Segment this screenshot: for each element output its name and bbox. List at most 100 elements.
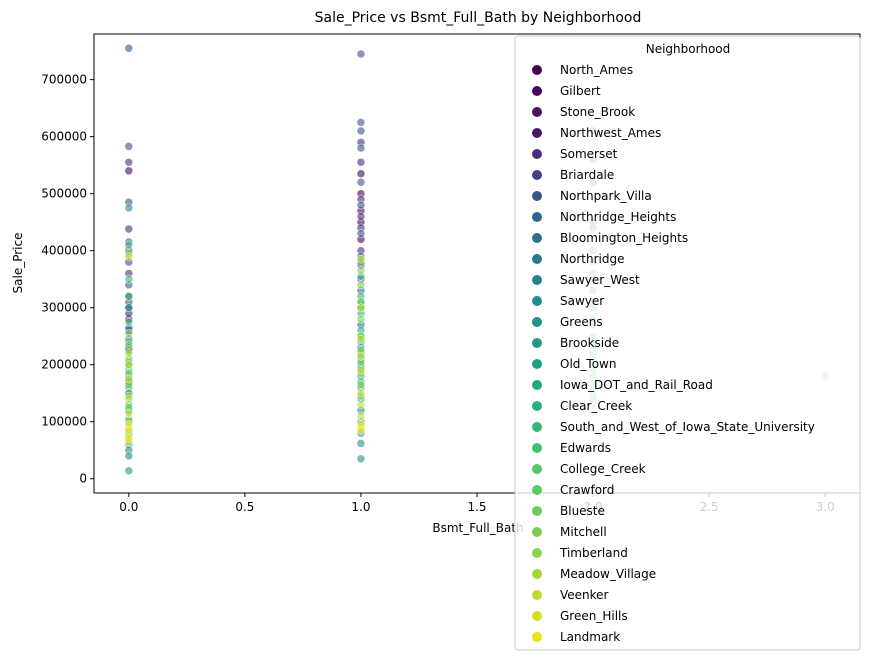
- legend-marker: [532, 464, 542, 474]
- legend-marker: [532, 149, 542, 159]
- legend-label: North_Ames: [560, 63, 633, 77]
- data-point: [124, 203, 134, 213]
- data-point: [356, 229, 366, 238]
- legend-label: Meadow_Village: [560, 567, 656, 581]
- legend-label: Mitchell: [560, 525, 607, 539]
- data-point: [356, 126, 366, 136]
- data-point: [356, 439, 366, 448]
- legend-title: Neighborhood: [646, 42, 731, 56]
- x-tick-label: 1.5: [467, 500, 486, 514]
- legend-label: Timberland: [559, 546, 628, 560]
- data-point: [124, 360, 134, 370]
- y-tick-label: 200000: [41, 358, 87, 372]
- legend-marker: [532, 422, 542, 432]
- legend-marker: [532, 506, 542, 516]
- legend-marker: [532, 548, 542, 558]
- y-axis-ticks: 0 100000 200000 300000 400000 500000 600000 700…: [41, 73, 94, 486]
- legend-marker: [532, 485, 542, 495]
- x-tick-label: 0.5: [235, 500, 254, 514]
- data-point: [356, 303, 366, 312]
- data-point: [124, 240, 134, 250]
- legend-marker: [532, 569, 542, 579]
- data-point: [124, 224, 134, 234]
- legend-label: Green_Hills: [560, 609, 628, 623]
- data-point: [356, 157, 366, 167]
- data-point: [356, 380, 366, 389]
- legend-label: Brookside: [560, 336, 619, 350]
- legend-marker: [532, 296, 542, 306]
- data-point: [124, 274, 134, 284]
- legend-label: Northridge_Heights: [560, 210, 676, 224]
- data-point: [356, 200, 366, 210]
- chart-title: Sale_Price vs Bsmt_Full_Bath by Neighbor…: [315, 10, 642, 26]
- legend-marker: [532, 128, 542, 138]
- x-tick-label: 0.0: [119, 500, 138, 514]
- y-tick-label: 700000: [41, 73, 87, 87]
- legend-label: Northpark_Villa: [560, 189, 652, 203]
- legend-marker: [532, 443, 542, 453]
- data-point: [124, 291, 134, 301]
- legend-marker: [532, 275, 542, 285]
- legend-label: Veenker: [560, 588, 609, 602]
- y-tick-label: 100000: [41, 415, 87, 429]
- data-point: [124, 466, 134, 476]
- legend-label: Greens: [560, 315, 603, 329]
- y-tick-label: 600000: [41, 130, 87, 144]
- legend-label: Old_Town: [560, 357, 616, 371]
- data-point: [356, 334, 366, 344]
- data-point: [124, 349, 134, 358]
- data-point: [124, 166, 134, 176]
- legend-label: South_and_West_of_Iowa_State_University: [560, 420, 815, 434]
- data-point: [124, 252, 134, 261]
- legend: Neighborhood North_Ames Gilbert Stone_Broo…: [514, 35, 861, 651]
- y-tick-label: 400000: [41, 244, 87, 258]
- data-point: [124, 157, 134, 167]
- legend-label: Landmark: [560, 630, 620, 644]
- y-axis-label: Sale_Price: [11, 233, 25, 294]
- data-point: [356, 266, 366, 275]
- legend-label: Briardale: [560, 168, 614, 182]
- legend-entries: North_Ames Gilbert Stone_Brook Northwest_Am…: [532, 63, 815, 644]
- data-point: [124, 340, 134, 350]
- legend-marker: [532, 233, 542, 243]
- legend-label: Somerset: [560, 147, 618, 161]
- x-axis-label: Bsmt_Full_Bath: [432, 521, 523, 535]
- data-point: [124, 317, 134, 327]
- data-point: [356, 254, 366, 264]
- legend-marker: [532, 107, 542, 117]
- data-point: [356, 366, 366, 375]
- legend-label: Gilbert: [560, 84, 601, 98]
- legend-marker: [532, 527, 542, 537]
- legend-label: College_Creek: [560, 462, 646, 476]
- data-point: [124, 451, 134, 461]
- legend-label: Stone_Brook: [560, 105, 635, 119]
- legend-label: Iowa_DOT_and_Rail_Road: [560, 378, 713, 392]
- data-point: [124, 142, 134, 151]
- legend-label: Sawyer: [560, 294, 604, 308]
- legend-marker: [532, 590, 542, 600]
- x-tick-label: 1.0: [351, 500, 370, 514]
- data-point: [124, 374, 134, 384]
- legend-marker: [532, 380, 542, 390]
- data-point: [124, 303, 134, 312]
- legend-marker: [532, 632, 542, 642]
- legend-marker: [532, 611, 542, 621]
- legend-marker: [532, 254, 542, 264]
- legend-label: Northwest_Ames: [560, 126, 661, 140]
- data-point: [124, 394, 134, 404]
- data-point: [356, 118, 366, 127]
- data-point: [356, 400, 366, 409]
- legend-marker: [532, 359, 542, 369]
- legend-label: Edwards: [560, 441, 611, 455]
- data-point: [356, 212, 366, 221]
- data-point: [124, 329, 134, 338]
- legend-marker: [532, 212, 542, 222]
- data-point: [124, 43, 134, 53]
- legend-marker: [532, 317, 542, 327]
- y-tick-label: 300000: [41, 301, 87, 315]
- legend-label: Blueste: [560, 504, 605, 518]
- data-point: [356, 143, 366, 153]
- data-point: [356, 454, 366, 464]
- data-point: [356, 169, 366, 178]
